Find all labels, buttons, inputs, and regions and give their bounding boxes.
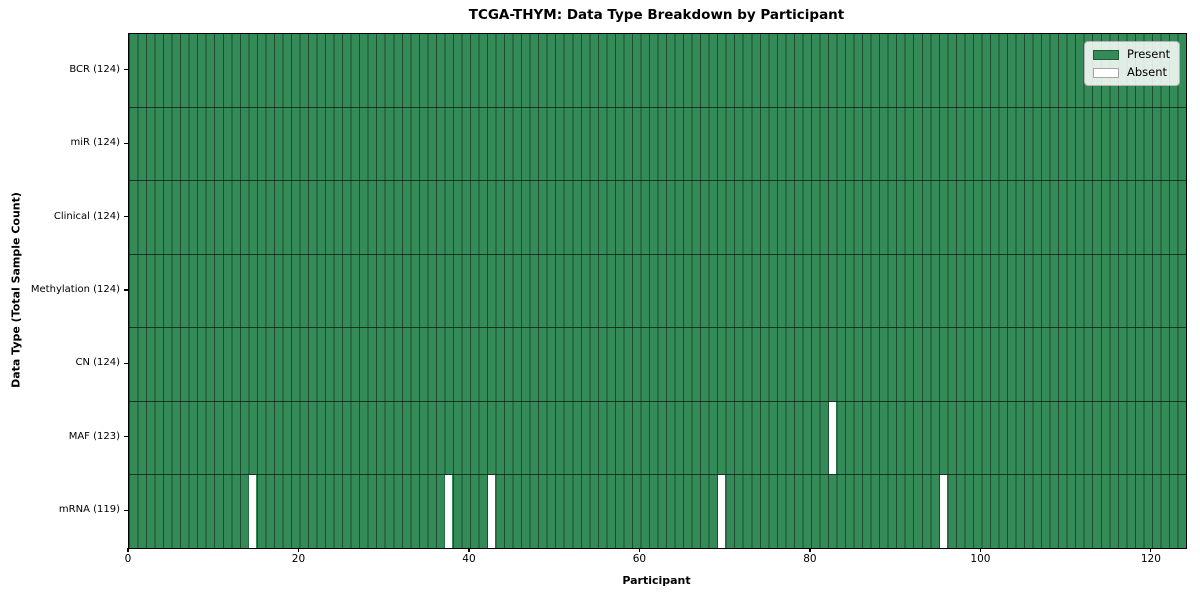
x-tick-mark (638, 548, 641, 553)
y-tick-mark (123, 215, 128, 218)
absent-cell-mRNA-37 (445, 475, 453, 549)
x-tick-label-40: 40 (462, 553, 476, 565)
y-tick-label-CN: CN (124) (75, 357, 120, 369)
heatmap-row-Methylation (129, 255, 1186, 329)
legend-label: Absent (1127, 65, 1168, 79)
x-tick-label-0: 0 (124, 553, 132, 565)
plot-area (128, 33, 1187, 549)
x-tick-label-20: 20 (291, 553, 306, 565)
heatmap-row-miR (129, 108, 1186, 182)
y-tick-mark (123, 509, 128, 511)
absent-cell-MAF-82 (828, 401, 836, 475)
x-tick-mark (979, 548, 981, 553)
y-tick-label-Clinical: Clinical (124) (53, 210, 120, 222)
legend-swatch-present (1093, 49, 1119, 60)
legend-item-present: Present (1093, 48, 1170, 61)
legend-label: Present (1127, 47, 1171, 61)
x-tick-mark (127, 548, 129, 553)
chart-title: TCGA-THYM: Data Type Breakdown by Partic… (468, 7, 845, 23)
heatmap-row-BCR (129, 34, 1186, 108)
legend-item-absent: Absent (1093, 66, 1170, 79)
legend: Present Absent (1084, 41, 1181, 86)
y-tick-mark (123, 142, 128, 144)
y-tick-label-MAF: MAF (123) (68, 430, 120, 442)
x-tick-label-60: 60 (632, 553, 647, 565)
absent-cell-mRNA-14 (249, 475, 257, 549)
x-tick-label-100: 100 (970, 553, 991, 565)
absent-cell-mRNA-42 (488, 475, 495, 549)
y-tick-mark (123, 69, 128, 71)
x-tick-mark (809, 548, 811, 553)
y-tick-label-miR: miR (124) (70, 137, 120, 149)
y-tick-mark (123, 289, 128, 291)
x-tick-mark (297, 548, 300, 553)
y-tick-label-Methylation: Methylation (124) (30, 284, 120, 295)
absent-cell-mRNA-69 (718, 475, 726, 549)
legend-swatch-absent (1093, 67, 1119, 78)
y-tick-mark (123, 362, 128, 365)
y-tick-label-mRNA: mRNA (119) (58, 504, 120, 516)
x-axis-label: Participant (622, 574, 691, 587)
heatmap-row-Clinical (129, 181, 1186, 255)
x-tick-mark (1150, 548, 1152, 553)
x-tick-label-80: 80 (803, 553, 817, 565)
y-tick-label-BCR: BCR (124) (69, 63, 120, 75)
x-tick-mark (468, 548, 470, 553)
heatmap-row-MAF (129, 401, 1186, 476)
heatmap-row-mRNA (129, 475, 1186, 549)
y-tick-mark (123, 436, 128, 438)
heatmap-row-CN (129, 328, 1186, 402)
absent-cell-mRNA-95 (939, 475, 947, 549)
x-tick-label-120: 120 (1140, 553, 1161, 565)
